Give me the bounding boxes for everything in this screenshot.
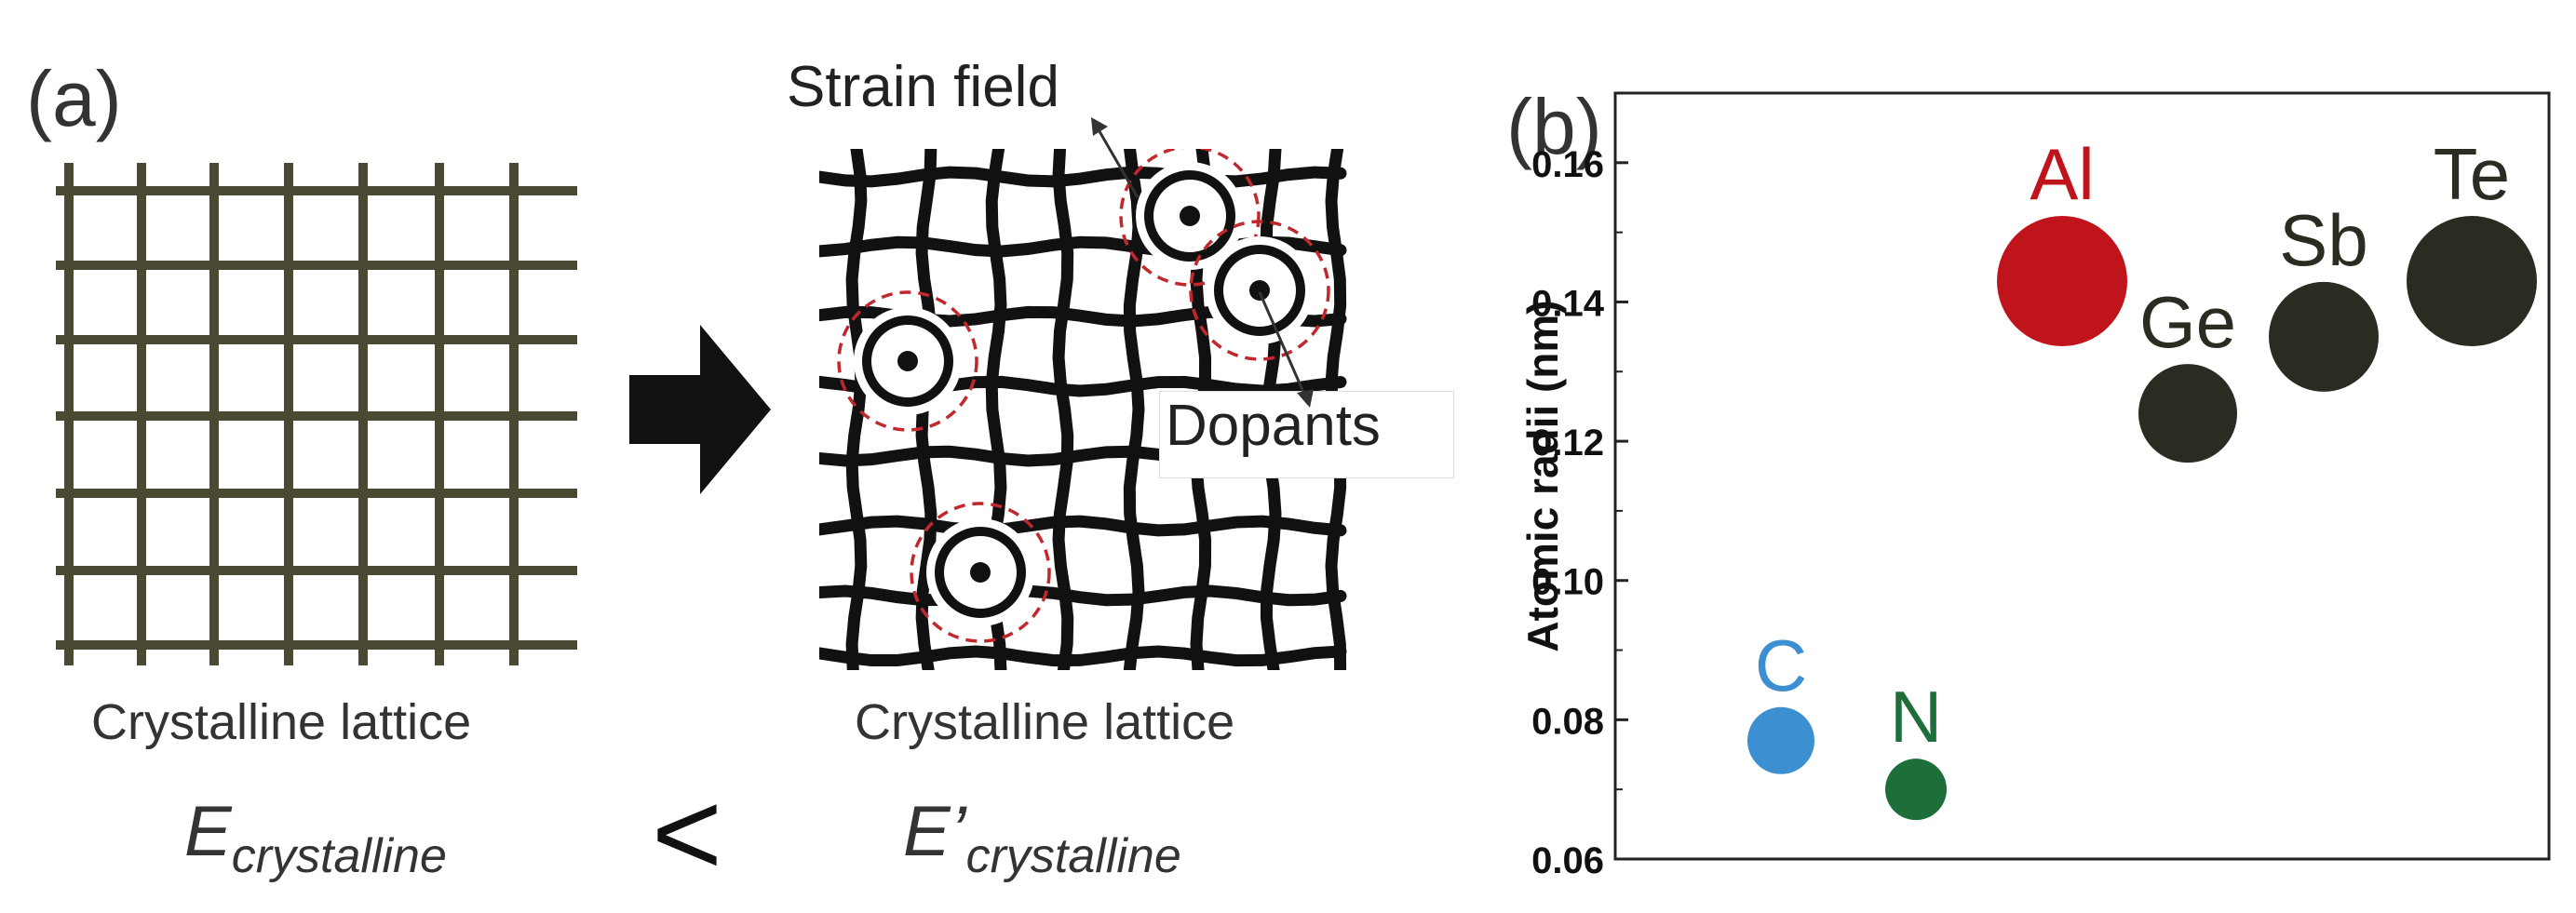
lattice-horizontal-line — [819, 645, 1347, 667]
lattice-vertical-line — [1123, 149, 1145, 670]
data-point-al — [1997, 216, 2127, 347]
strain-field-label: Strain field — [787, 55, 1059, 119]
caption-left: Crystalline lattice — [91, 694, 472, 750]
y-tick-label: 0.08 — [1531, 701, 1604, 742]
y-tick-label: 0.10 — [1531, 562, 1604, 603]
dopant-dot — [1249, 280, 1270, 301]
lattice-horizontal-line — [819, 166, 1347, 188]
right-arrow-icon — [629, 325, 771, 494]
strain-field-circle — [837, 290, 978, 432]
point-label-te: Te — [2434, 133, 2510, 215]
point-label-c: C — [1755, 624, 1807, 706]
energy-left-subscript: crystalline — [231, 829, 447, 883]
dopants-arrow — [1258, 291, 1314, 408]
data-point-c — [1747, 706, 1814, 774]
lattice-vertical-line — [845, 149, 868, 670]
y-tick-label: 0.14 — [1531, 283, 1605, 324]
dopant-dot — [970, 562, 991, 583]
data-point-n — [1885, 759, 1947, 821]
plot-frame — [1613, 91, 2551, 861]
data-point-te — [2407, 216, 2537, 347]
lattice-vertical-line — [1052, 149, 1074, 670]
less-than-sign: < — [652, 765, 722, 901]
distorted-lattice — [819, 149, 1347, 670]
panel-a-label: (a) — [26, 55, 122, 142]
caption-right: Crystalline lattice — [855, 694, 1235, 750]
y-tick-label: 0.16 — [1531, 144, 1604, 185]
dopants-label: Dopants — [1166, 394, 1381, 458]
energy-left-symbol: E — [184, 792, 232, 871]
regular-lattice — [56, 163, 577, 665]
dopant-dot — [1180, 206, 1200, 226]
lattice-horizontal-line — [819, 584, 1347, 607]
panel-b-label: (b) — [1506, 83, 1602, 170]
point-label-ge: Ge — [2139, 281, 2236, 363]
y-tick-label: 0.12 — [1531, 423, 1604, 463]
dopant-dot — [897, 351, 918, 371]
y-axis-label: Atomic radii (nm) — [1518, 300, 1567, 651]
energy-left: Ecrystalline — [184, 791, 447, 884]
point-label-al: Al — [2030, 133, 2094, 215]
data-point-ge — [2138, 364, 2237, 463]
lattice-horizontal-line — [819, 515, 1347, 537]
point-label-n: N — [1890, 676, 1942, 758]
strain-field-circle — [910, 502, 1051, 643]
energy-right: E’crystalline — [903, 791, 1181, 884]
strain-field-circle — [1119, 149, 1261, 287]
data-point-sb — [2269, 281, 2379, 392]
dopants-label-box — [1159, 391, 1454, 478]
point-label-sb: Sb — [2279, 199, 2367, 281]
lattice-bend — [1214, 245, 1305, 336]
lattice-bend — [1144, 170, 1235, 262]
energy-right-symbol: E’ — [903, 792, 966, 871]
y-tick-label: 0.06 — [1531, 840, 1604, 881]
energy-right-subscript: crystalline — [965, 829, 1181, 883]
lattice-bend — [862, 316, 953, 407]
strain-field-arrow — [1091, 117, 1140, 198]
lattice-bend — [935, 527, 1026, 618]
strain-field-circle — [1189, 220, 1330, 361]
atomic-radii-chart: 0.06 0.08 0.10 0.12 0.14 0.16 Atomic radii (nm… — [1518, 91, 2551, 881]
